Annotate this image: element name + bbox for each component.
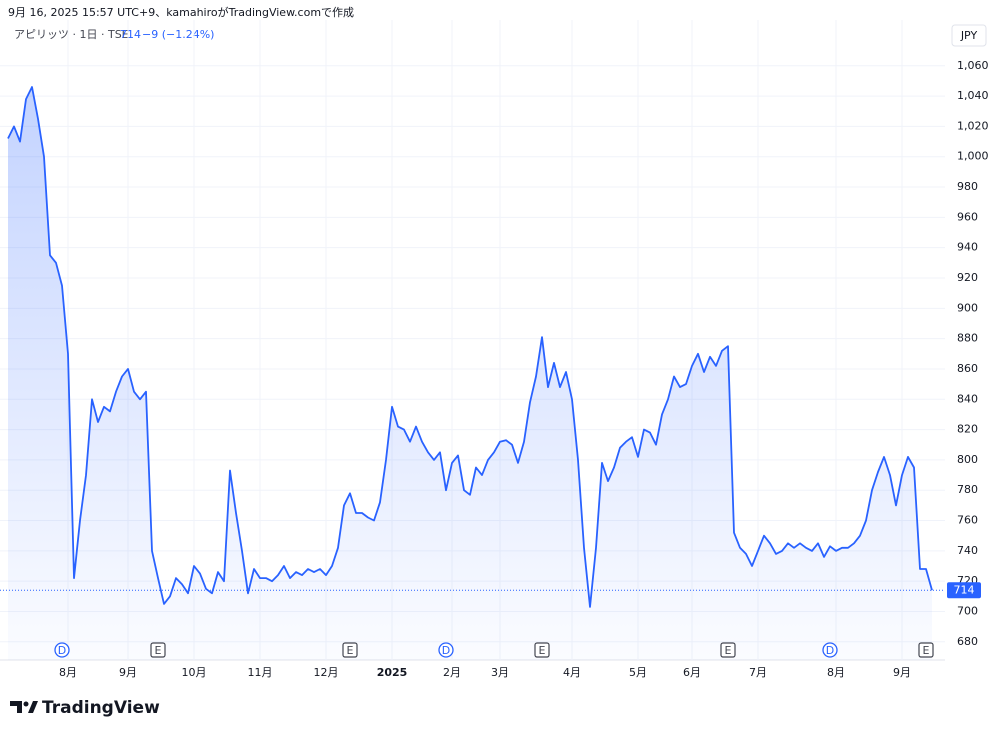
price-change: −9 (−1.24%) — [142, 28, 214, 41]
dividend-marker — [54, 642, 70, 658]
y-tick-label: 820 — [957, 423, 978, 436]
last-price: 714 — [120, 28, 141, 41]
event-label: D — [826, 644, 834, 657]
x-tick-label: 5月 — [629, 666, 647, 679]
y-tick-label: 1,020 — [957, 119, 989, 132]
event-label: E — [347, 644, 354, 657]
y-tick-label: 780 — [957, 483, 978, 496]
y-tick-label: 960 — [957, 210, 978, 223]
earnings-marker — [150, 642, 166, 658]
x-tick-label: 12月 — [314, 666, 339, 679]
earnings-marker — [534, 642, 550, 658]
earnings-marker — [720, 642, 736, 658]
price-line — [7, 86, 933, 608]
event-label: E — [539, 644, 546, 657]
y-tick-label: 740 — [957, 544, 978, 557]
area-fill — [8, 87, 932, 660]
x-tick-label: 7月 — [749, 666, 767, 679]
y-tick-label: 1,040 — [957, 89, 989, 102]
currency[interactable]: JPY — [960, 29, 978, 42]
x-tick-label: 9月 — [119, 666, 137, 679]
last-price-tag — [947, 582, 981, 599]
caption: 9月 16, 2025 15:57 UTC+9、kamahiroがTrading… — [8, 5, 354, 19]
y-tick-label: 680 — [957, 635, 978, 648]
x-tick-label: 2025 — [377, 666, 408, 679]
event-label: D — [442, 644, 450, 657]
y-tick-label: 700 — [957, 604, 978, 617]
earnings-marker — [342, 642, 358, 658]
y-tick-label: 940 — [957, 241, 978, 254]
y-tick-label: 800 — [957, 453, 978, 466]
x-tick-label: 9月 — [893, 666, 911, 679]
y-tick-label: 860 — [957, 362, 978, 375]
last-price-tag-label: 714 — [954, 583, 975, 596]
brand: TradingView — [42, 698, 160, 718]
y-tick-label: 1,000 — [957, 150, 989, 163]
event-label: D — [58, 644, 66, 657]
event-label: E — [725, 644, 732, 657]
y-tick-label: 880 — [957, 332, 978, 345]
earnings-marker — [918, 642, 934, 658]
x-tick-label: 4月 — [563, 666, 581, 679]
y-tick-label: 980 — [957, 180, 978, 193]
x-tick-label: 3月 — [491, 666, 509, 679]
dividend-marker — [438, 642, 454, 658]
event-label: E — [923, 644, 930, 657]
x-tick-label: 8月 — [59, 666, 77, 679]
logo: TradingView — [10, 698, 160, 718]
currency-box[interactable] — [951, 24, 987, 47]
x-tick-label: 6月 — [683, 666, 701, 679]
x-tick-label: 8月 — [827, 666, 845, 679]
y-tick-label: 920 — [957, 271, 978, 284]
event-label: E — [155, 644, 162, 657]
y-tick-label: 760 — [957, 514, 978, 527]
x-tick-label: 2月 — [443, 666, 461, 679]
dividend-marker — [822, 642, 838, 658]
x-tick-label: 11月 — [248, 666, 273, 679]
x-tick-label: 10月 — [182, 666, 207, 679]
y-tick-label: 840 — [957, 392, 978, 405]
y-tick-label: 900 — [957, 301, 978, 314]
chart-title: アピリッツ · 1日 · TSE — [14, 28, 129, 41]
y-tick-label: 1,060 — [957, 59, 989, 72]
